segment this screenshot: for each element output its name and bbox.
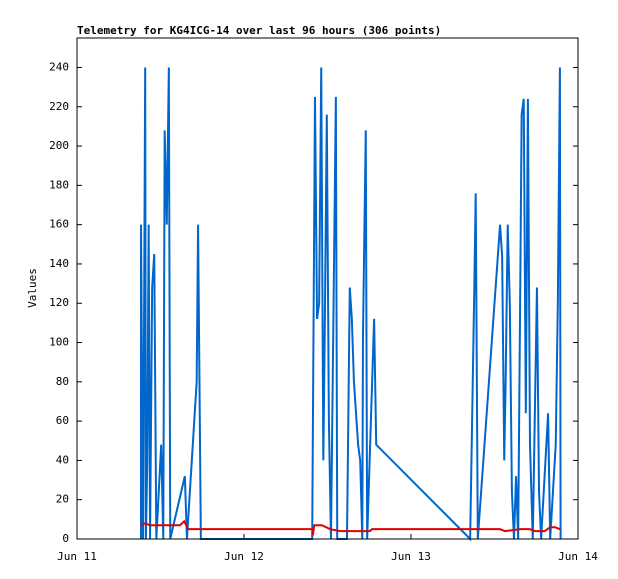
chart-title: Telemetry for KG4ICG-14 over last 96 hou…: [77, 24, 441, 37]
y-tick-label: 20: [56, 493, 69, 506]
y-tick-label: 0: [62, 532, 69, 545]
y-tick-label: 220: [49, 100, 69, 113]
x-tick-label: Jun 11: [57, 550, 97, 563]
plot-border: [76, 37, 579, 540]
y-tick-label: 140: [49, 257, 69, 270]
y-tick-label: 40: [56, 453, 69, 466]
x-tick-label: Jun 14: [558, 550, 598, 563]
x-tick-label: Jun 12: [224, 550, 264, 563]
y-tick-label: 200: [49, 139, 69, 152]
x-tick-label: Jun 13: [391, 550, 431, 563]
y-tick-label: 180: [49, 178, 69, 191]
series-line: [140, 519, 561, 536]
y-tick-label: 160: [49, 218, 69, 231]
y-tick-label: 240: [49, 60, 69, 73]
y-axis-label: Values: [26, 268, 39, 308]
y-tick-label: 80: [56, 375, 69, 388]
y-tick-label: 60: [56, 414, 69, 427]
series-line: [140, 67, 562, 542]
y-tick-label: 100: [49, 336, 69, 349]
y-tick-label: 120: [49, 296, 69, 309]
